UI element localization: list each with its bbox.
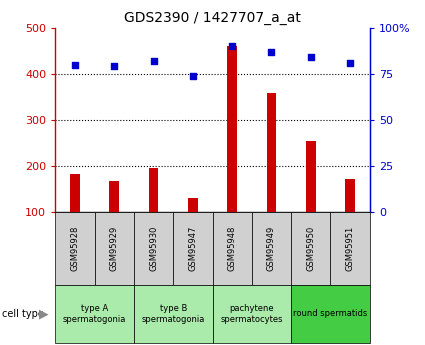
Bar <box>252 212 291 285</box>
Bar <box>134 212 173 285</box>
Text: GSM95929: GSM95929 <box>110 226 119 271</box>
Bar <box>94 212 134 285</box>
Bar <box>70 174 80 212</box>
Text: pachytene
spermatocytes: pachytene spermatocytes <box>221 304 283 324</box>
Point <box>307 55 314 60</box>
Text: GSM95950: GSM95950 <box>306 226 315 271</box>
Point <box>71 62 78 67</box>
Bar <box>173 212 212 285</box>
Bar <box>149 168 159 212</box>
Bar <box>188 198 198 212</box>
Text: GSM95928: GSM95928 <box>71 226 79 271</box>
Bar <box>306 141 316 212</box>
Bar <box>345 179 355 212</box>
Point <box>268 49 275 55</box>
Text: GSM95930: GSM95930 <box>149 226 158 271</box>
Text: GSM95947: GSM95947 <box>188 226 197 271</box>
Text: type A
spermatogonia: type A spermatogonia <box>63 304 126 324</box>
Text: GSM95948: GSM95948 <box>228 226 237 271</box>
Text: ▶: ▶ <box>39 307 49 321</box>
Bar <box>55 285 134 343</box>
Bar <box>266 93 276 212</box>
Point <box>111 63 118 69</box>
Point <box>150 58 157 63</box>
Text: round spermatids: round spermatids <box>293 309 368 318</box>
Bar <box>291 212 331 285</box>
Point <box>347 60 354 66</box>
Text: GSM95951: GSM95951 <box>346 226 354 271</box>
Title: GDS2390 / 1427707_a_at: GDS2390 / 1427707_a_at <box>124 11 301 25</box>
Bar <box>331 212 370 285</box>
Bar <box>227 46 237 212</box>
Bar <box>134 285 212 343</box>
Text: GSM95949: GSM95949 <box>267 226 276 271</box>
Point <box>190 73 196 78</box>
Bar <box>212 212 252 285</box>
Text: type B
spermatogonia: type B spermatogonia <box>142 304 205 324</box>
Bar <box>55 212 94 285</box>
Bar <box>109 181 119 212</box>
Point <box>229 43 235 49</box>
Bar <box>212 285 291 343</box>
Text: cell type: cell type <box>2 309 44 319</box>
Bar <box>291 285 370 343</box>
